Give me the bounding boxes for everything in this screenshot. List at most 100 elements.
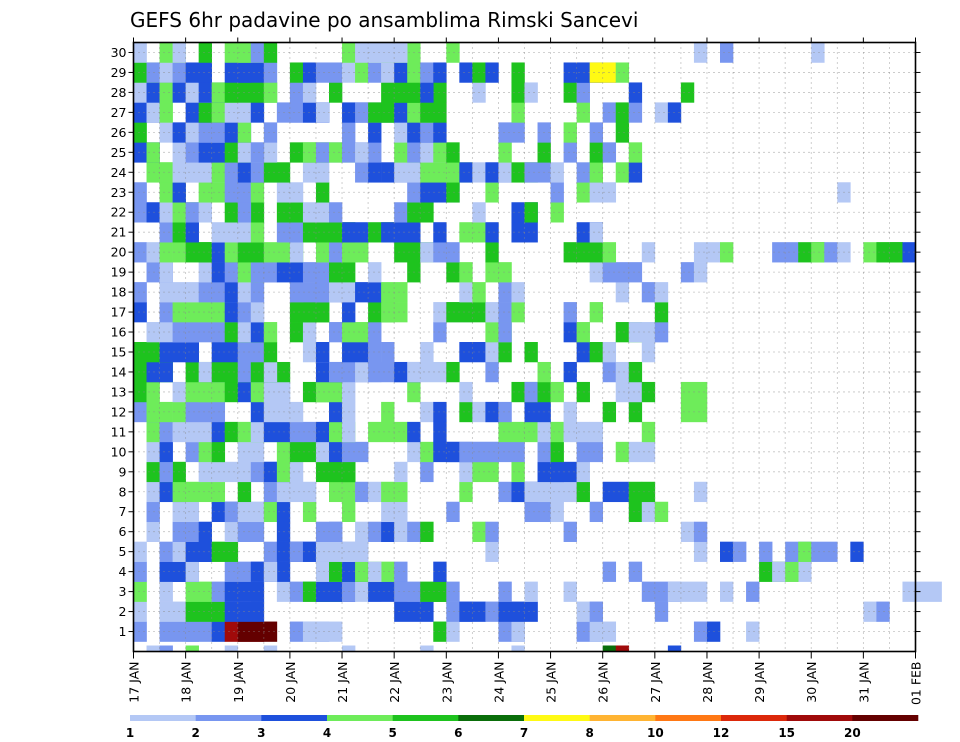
heatmap-cell [420, 342, 434, 363]
heatmap-cell [433, 62, 447, 83]
heatmap-cell [811, 42, 825, 63]
heatmap-cell [381, 342, 395, 363]
heatmap-cell [263, 501, 278, 523]
heatmap-cell [368, 342, 382, 363]
heatmap-cell [746, 581, 760, 602]
heatmap-cell [159, 645, 173, 652]
heatmap-cell [485, 262, 499, 283]
heatmap-cell [628, 142, 643, 163]
heatmap-cell [628, 481, 643, 503]
heatmap-cell [459, 282, 473, 303]
heatmap-cell [263, 42, 278, 63]
heatmap-cell [146, 142, 160, 163]
heatmap-cell [302, 222, 330, 243]
heatmap-cell [159, 122, 173, 143]
heatmap-cell [511, 461, 525, 483]
heatmap-cell [602, 481, 630, 503]
heatmap-cell [511, 82, 525, 103]
heatmap-cell [250, 102, 265, 123]
heatmap-cell [368, 561, 382, 582]
heatmap-cell [159, 601, 186, 622]
heatmap-cell [446, 302, 486, 323]
heatmap-cell [198, 62, 212, 83]
heatmap-cell [511, 282, 525, 303]
heatmap-cell [420, 182, 434, 203]
heatmap-cell [329, 521, 343, 542]
heatmap-cell [133, 42, 147, 63]
heatmap-cell [433, 561, 447, 582]
heatmap-cell [511, 621, 525, 642]
heatmap-cell [394, 561, 408, 582]
heatmap-cell [628, 401, 643, 423]
heatmap-cell [654, 322, 669, 343]
heatmap-cell [146, 501, 160, 523]
colorbar-swatch [589, 715, 656, 721]
heatmap-cell [563, 242, 577, 263]
heatmap-cell [641, 381, 656, 403]
heatmap-cell [420, 162, 434, 183]
heatmap-cell [237, 621, 278, 642]
heatmap-cell [524, 202, 538, 223]
y-tick-label: 11 [111, 424, 127, 439]
colorbar: 1 2 3 4 5 6 7 8 10 12 15 20 [126, 715, 919, 740]
heatmap-cell [289, 82, 304, 103]
heatmap-cell [693, 262, 708, 283]
y-tick-label: 3 [119, 584, 127, 599]
heatmap-cell [185, 222, 199, 243]
heatmap-cell [420, 82, 434, 103]
heatmap-cell [315, 162, 330, 183]
heatmap-cell [654, 302, 669, 323]
heatmap-cell [185, 142, 199, 163]
heatmap-cell [498, 262, 512, 283]
colorbar-swatch [721, 715, 787, 721]
heatmap-cell [159, 82, 173, 103]
heatmap-cell [446, 361, 460, 383]
heatmap-cell [615, 361, 630, 383]
heatmap-cell [576, 82, 590, 103]
heatmap-cell [198, 42, 212, 63]
heatmap-cell [485, 361, 499, 383]
heatmap-cell [263, 561, 278, 582]
x-tick-label: 27 JAN [648, 662, 663, 703]
heatmap-cell [433, 401, 447, 423]
y-axis: 1234567891011121314151617181920212223242… [111, 45, 921, 639]
heatmap-cell [576, 461, 590, 483]
heatmap-cell [250, 282, 265, 303]
heatmap-cell [342, 441, 369, 463]
y-tick-label: 26 [111, 125, 127, 140]
heatmap-cell [198, 461, 226, 483]
heatmap-cell [433, 162, 447, 183]
heatmap-cell [211, 162, 226, 183]
heatmap-cell [133, 182, 147, 203]
heatmap-cell [459, 222, 486, 243]
heatmap-cell [720, 581, 734, 602]
heatmap-cell [733, 541, 747, 562]
heatmap-cell [589, 142, 603, 163]
heatmap-cell [394, 162, 421, 183]
heatmap-cell [250, 222, 265, 243]
heatmap-cell [602, 645, 617, 652]
heatmap-cell [329, 441, 343, 463]
y-tick-label: 20 [111, 245, 127, 260]
heatmap-cell [394, 461, 408, 483]
heatmap-cell [785, 561, 799, 582]
heatmap-cell [524, 581, 538, 602]
heatmap-cell [159, 441, 173, 463]
heatmap-cell [433, 621, 447, 642]
heatmap-cell [394, 282, 408, 303]
heatmap-cell [628, 361, 643, 383]
x-tick-label: 31 JAN [856, 662, 871, 703]
heatmap-cell [211, 441, 226, 463]
y-tick-label: 30 [111, 45, 127, 60]
heatmap-cell [446, 262, 460, 283]
heatmap-cell [329, 322, 343, 343]
chart-title: GEFS 6hr padavine po ansamblima Rimski S… [130, 8, 638, 32]
heatmap-cell [263, 645, 278, 652]
heatmap-cell [446, 581, 460, 602]
heatmap-cell [133, 202, 147, 223]
heatmap-cell [394, 102, 408, 123]
colorbar-tick-label: 4 [323, 726, 331, 740]
heatmap-cell [615, 282, 630, 303]
heatmap-cell [146, 481, 160, 503]
